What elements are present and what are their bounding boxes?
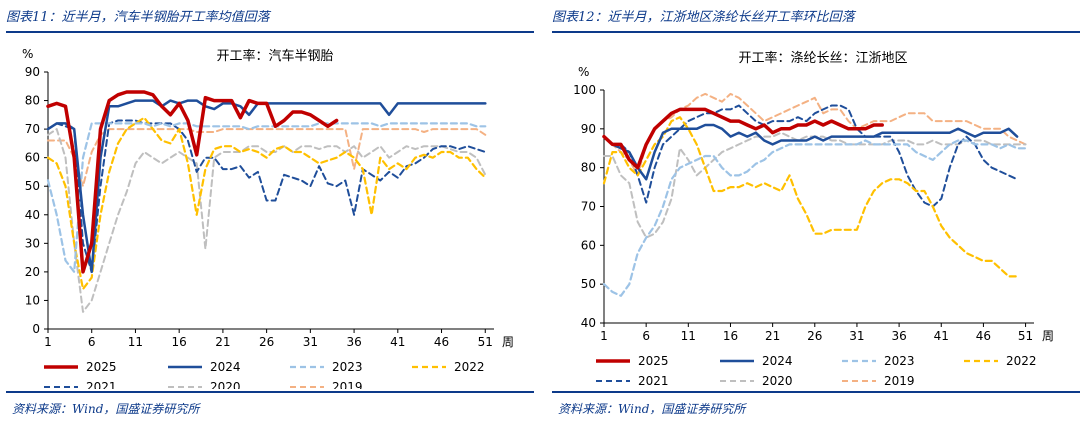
series-line-2022 [602,116,1019,278]
legend-label-2024: 2024 [762,354,793,368]
series-line-2021 [47,119,487,273]
x-tick-label: 31 [849,329,864,343]
x-tick-label: 51 [478,335,493,349]
y-tick-label: 80 [581,161,596,175]
series-line-2023 [602,139,1027,297]
legend-label-2023: 2023 [884,354,915,368]
legend-label-2020: 2020 [210,380,241,389]
x-axis-unit-label: 周 [1042,329,1054,343]
x-tick-label: 16 [172,335,187,349]
legend-label-2025: 2025 [86,360,117,374]
legend-label-2021: 2021 [638,374,669,388]
y-tick-label: 60 [25,151,40,165]
x-tick-label: 6 [642,329,650,343]
chart-title: 开工率：汽车半钢胎 [216,48,333,64]
x-tick-label: 26 [807,329,822,343]
x-tick-label: 16 [723,329,738,343]
x-tick-label: 26 [259,335,274,349]
legend-label-2019: 2019 [884,374,915,388]
chart-title: 开工率：涤纶长丝：江浙地区 [738,50,907,66]
x-tick-label: 46 [976,329,991,343]
series-line-2020 [47,128,487,313]
x-tick-label: 36 [346,335,361,349]
y-tick-label: 40 [581,316,596,330]
source-rule [6,391,534,393]
x-tick-label: 1 [44,335,52,349]
legend-label-2021: 2021 [86,380,117,389]
x-tick-label: 41 [390,335,405,349]
x-tick-label: 11 [128,335,143,349]
source-note: 资料来源：Wind，国盛证券研究所 [12,402,200,416]
y-tick-label: 10 [25,293,40,307]
y-axis-unit-label: % [22,47,33,61]
series-line-2023 [46,122,487,273]
x-tick-label: 51 [1018,329,1033,343]
y-tick-label: 70 [581,200,596,214]
series-line-2019 [603,92,1027,177]
y-tick-label: 60 [581,238,596,252]
figure-title: 图表12：近半月，江浙地区涤纶长丝开工率环比回落 [552,10,855,25]
y-tick-label: 90 [581,122,596,136]
x-tick-label: 46 [434,335,449,349]
x-tick-label: 36 [891,329,906,343]
x-tick-label: 21 [215,335,230,349]
x-tick-label: 31 [303,335,318,349]
y-tick-label: 100 [573,83,596,97]
y-tick-label: 40 [25,208,40,222]
x-tick-label: 21 [765,329,780,343]
x-tick-label: 1 [600,329,608,343]
y-tick-label: 80 [25,94,40,108]
series-line-2020 [603,131,1027,239]
title-rule [6,31,534,33]
legend-label-2023: 2023 [332,360,363,374]
figure-right: 图表12：近半月，江浙地区涤纶长丝开工率环比回落 40 50 60 70 80 90 100… [552,0,1080,429]
figure-title: 图表11：近半月，汽车半钢胎开工率均值回落 [6,10,270,25]
series-line-2022 [46,116,487,291]
legend-label-2019: 2019 [332,380,363,389]
y-axis-unit-label: % [578,65,589,79]
legend-label-2020: 2020 [762,374,793,388]
y-tick-label: 50 [25,179,40,193]
x-tick-label: 11 [681,329,696,343]
source-note: 资料来源：Wind，国盛证券研究所 [558,402,746,416]
y-tick-label: 70 [25,122,40,136]
series-line-2024 [602,123,1019,181]
legend-label-2022: 2022 [454,360,485,374]
source-rule [552,391,1080,393]
legend-label-2025: 2025 [638,354,669,368]
title-rule [552,31,1080,33]
x-tick-label: 6 [88,335,96,349]
y-tick-label: 50 [581,277,596,291]
y-tick-label: 20 [25,265,40,279]
y-tick-label: 90 [25,65,40,79]
series-line-2025 [602,107,884,170]
legend-label-2022: 2022 [1006,354,1037,368]
legend-label-2024: 2024 [210,360,241,374]
x-axis-unit-label: 周 [502,335,514,349]
y-tick-label: 30 [25,236,40,250]
figure-left: 图表11：近半月，汽车半钢胎开工率均值回落 0 10 20 30 40 50 60 70 80 9… [6,0,534,429]
series-line-2019 [47,128,487,188]
x-tick-label: 41 [934,329,949,343]
y-tick-label: 0 [32,322,40,336]
series-line-2025 [46,90,339,274]
series-line-2021 [603,104,1019,208]
